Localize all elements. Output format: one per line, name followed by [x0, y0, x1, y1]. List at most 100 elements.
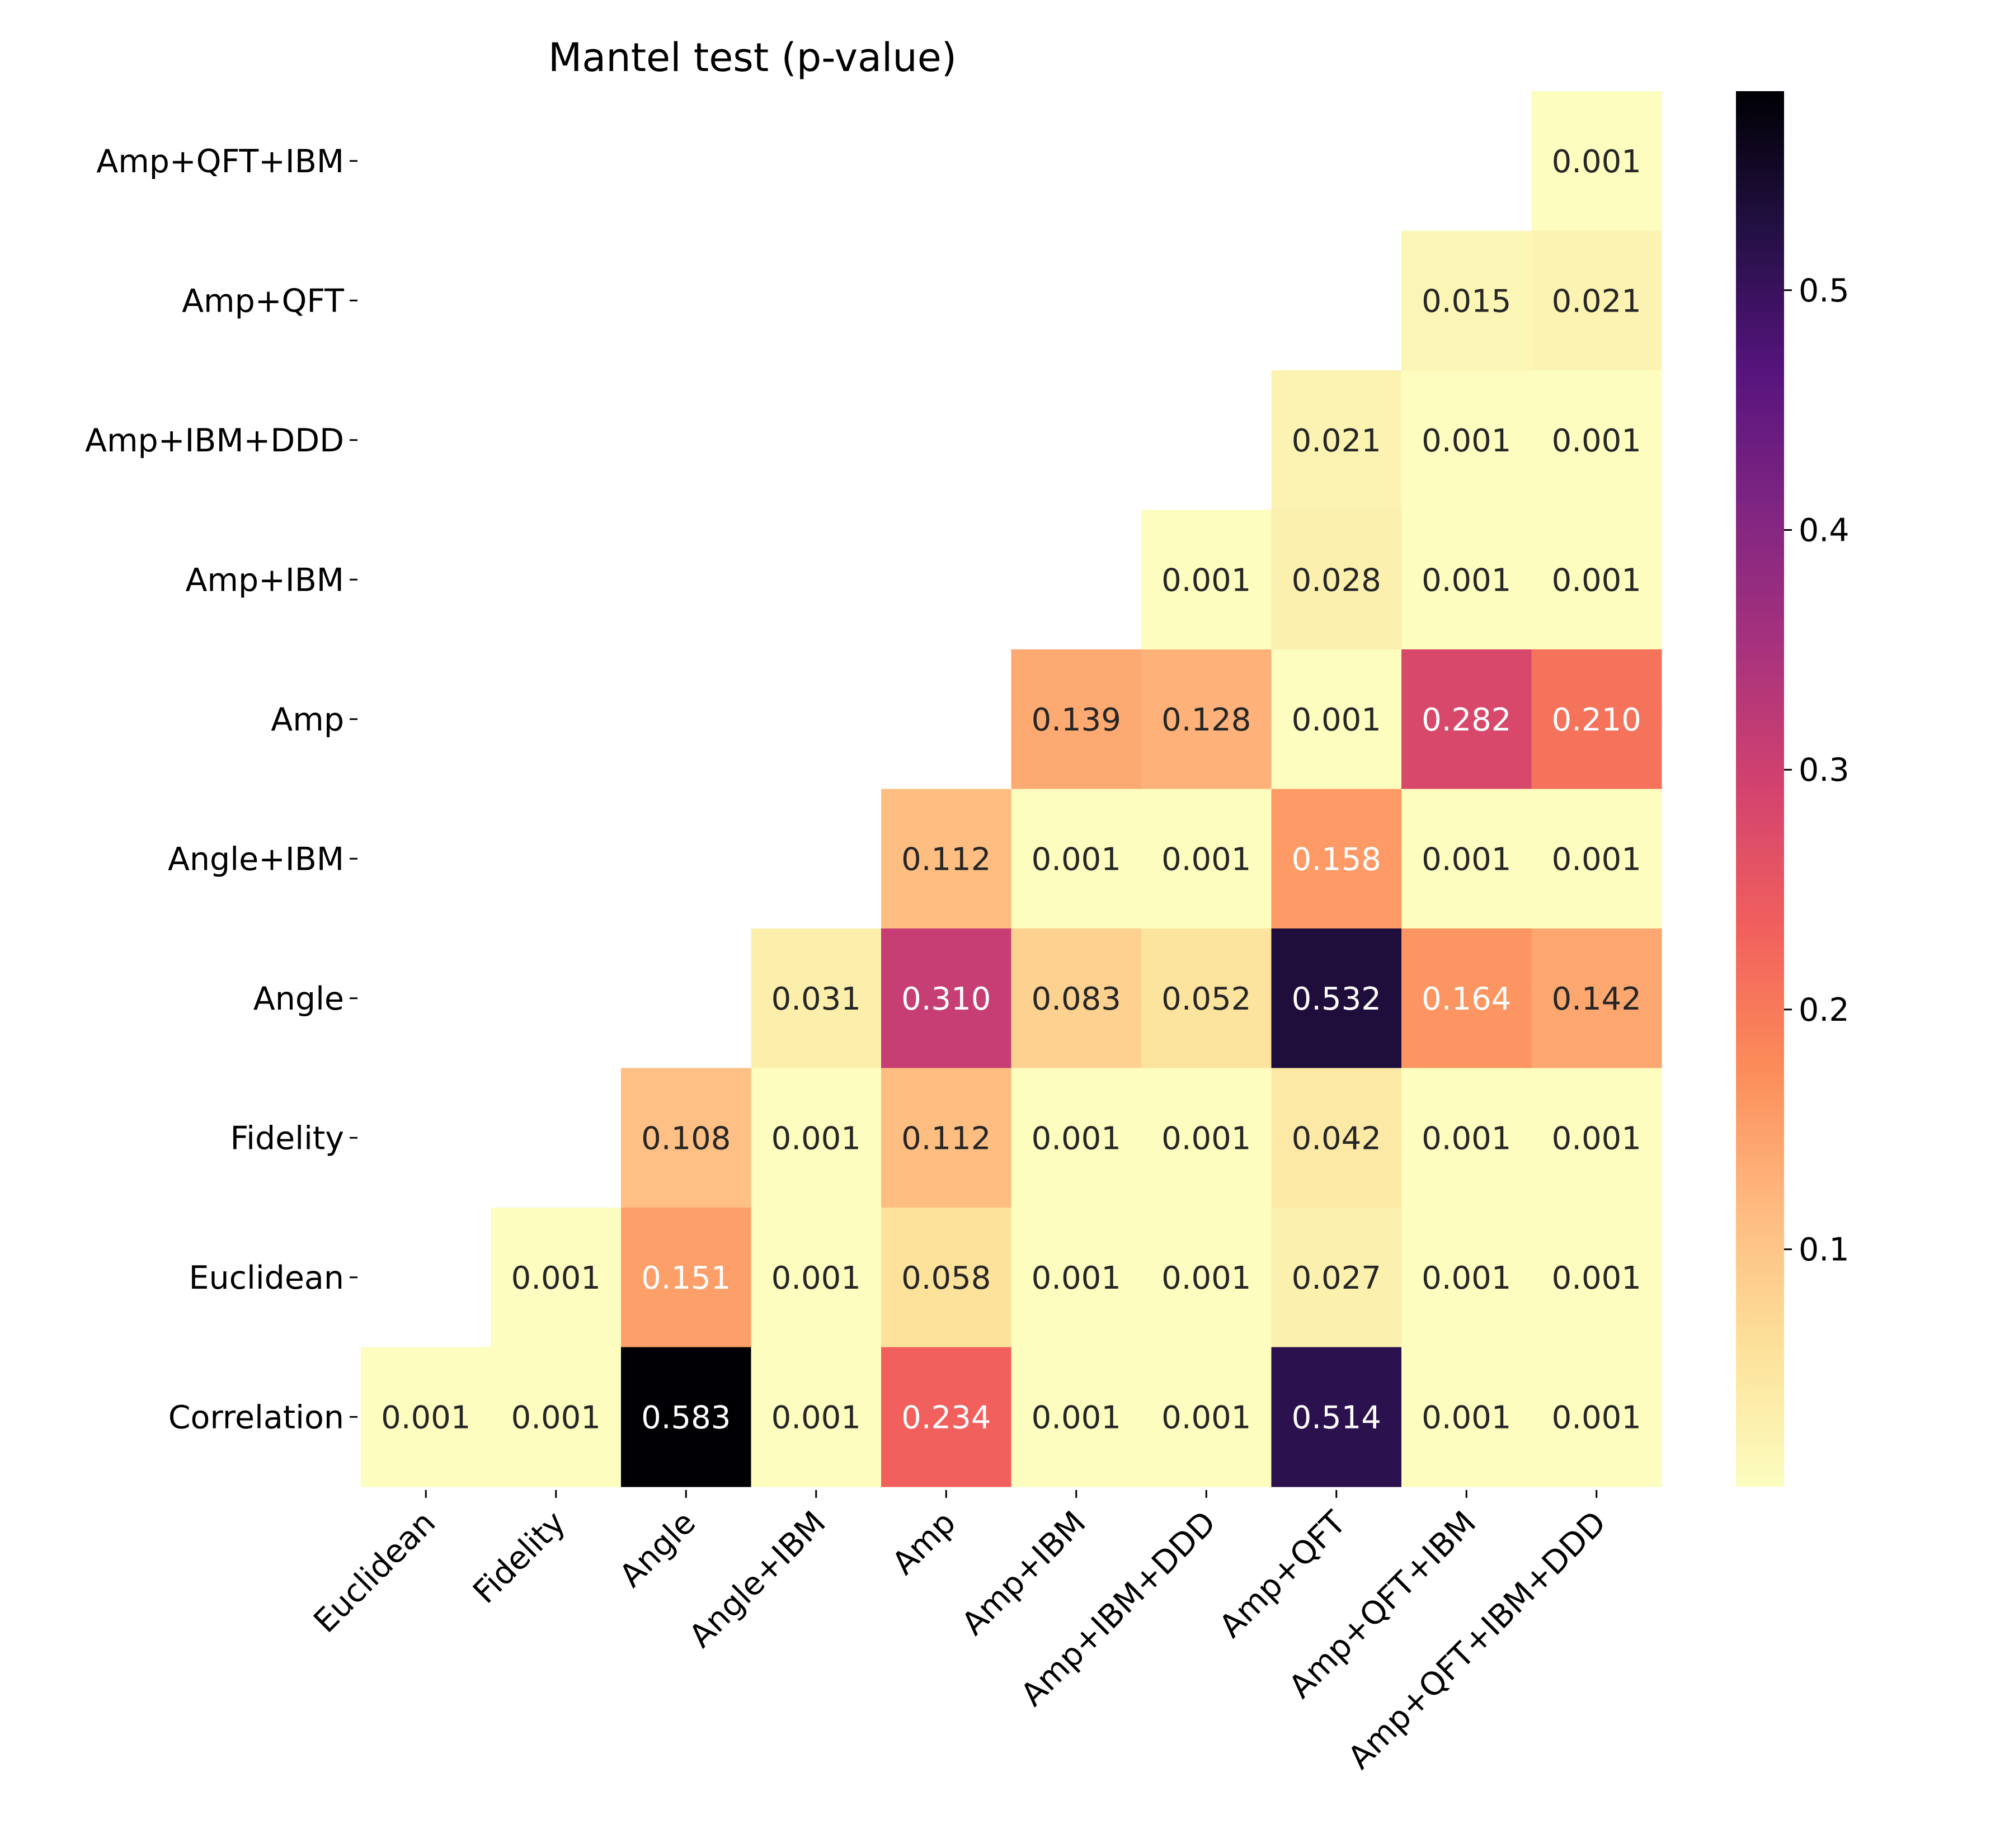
y-tick-label-amp-plus-qft-plus-ibm: Amp+QFT+IBM	[96, 143, 344, 180]
cell-value-label: 0.514	[1292, 1399, 1381, 1436]
heatmap-cell	[1011, 1347, 1142, 1487]
heatmap-cell	[1531, 649, 1662, 790]
cell-value-label: 0.001	[1552, 423, 1641, 459]
cell-value-label: 0.028	[1292, 562, 1381, 598]
y-tick-label-amp-plus-ibm: Amp+IBM	[185, 562, 344, 598]
heatmap-cell	[361, 1347, 492, 1487]
cell-value-label: 0.001	[1552, 144, 1641, 180]
heatmap-cell	[1141, 1068, 1272, 1208]
cell-value-label: 0.001	[1552, 562, 1641, 598]
heatmap-cell	[621, 1068, 752, 1208]
cell-value-label: 0.164	[1422, 981, 1511, 1017]
cell-value-label: 0.001	[1422, 1260, 1511, 1297]
heatmap-cell	[881, 789, 1012, 929]
cell-value-label: 0.001	[771, 1260, 861, 1297]
cell-value-label: 0.282	[1422, 702, 1511, 738]
colorbar-tick-label: 0.3	[1799, 752, 1850, 789]
heatmap-cell	[1401, 1068, 1532, 1208]
heatmap-cell	[1531, 510, 1662, 650]
cell-value-label: 0.001	[1032, 841, 1121, 878]
heatmap-cell	[491, 1347, 622, 1487]
cell-value-label: 0.210	[1552, 702, 1641, 738]
x-tick-label-fidelity: Fidelity	[466, 1504, 573, 1611]
cell-value-label: 0.001	[1292, 702, 1381, 738]
x-tick-label-amp-plus-qft-plus-ibm-plus-ddd: Amp+QFT+IBM+DDD	[1341, 1504, 1613, 1776]
y-tick-label-amp-plus-ibm-plus-ddd: Amp+IBM+DDD	[85, 422, 344, 459]
heatmap-cell	[1401, 510, 1532, 650]
cell-value-label: 0.001	[1422, 423, 1511, 459]
y-tick-label-angle-plus-ibm: Angle+IBM	[168, 841, 344, 878]
cell-value-label: 0.001	[771, 1399, 861, 1436]
cell-value-label: 0.001	[1032, 1260, 1121, 1297]
heatmap-cell	[881, 1068, 1012, 1208]
cell-value-label: 0.001	[1032, 1399, 1121, 1436]
colorbar-tick-label: 0.1	[1799, 1232, 1850, 1269]
heatmap-cell	[1271, 789, 1402, 929]
colorbar-tick-label: 0.2	[1799, 992, 1850, 1029]
cell-value-label: 0.234	[901, 1399, 991, 1436]
heatmap-cell	[491, 1208, 622, 1348]
cell-value-label: 0.001	[381, 1399, 470, 1436]
cell-value-label: 0.001	[1422, 1120, 1511, 1157]
cell-value-label: 0.001	[1161, 1399, 1251, 1436]
cell-value-label: 0.001	[771, 1120, 861, 1157]
heatmap-cell	[1271, 510, 1402, 650]
cell-value-label: 0.158	[1292, 841, 1381, 878]
heatmap-cell	[1271, 370, 1402, 511]
colorbar-tick-label: 0.5	[1799, 272, 1850, 309]
x-tick-label-amp-plus-ibm: Amp+IBM	[954, 1504, 1093, 1642]
heatmap-cell	[1531, 1068, 1662, 1208]
heatmap-cell	[1271, 1068, 1402, 1208]
heatmap-cell	[1011, 1208, 1142, 1348]
cell-value-label: 0.001	[1161, 562, 1251, 598]
y-tick-label-correlation: Correlation	[168, 1399, 344, 1436]
cell-value-label: 0.001	[1552, 841, 1641, 878]
cell-value-label: 0.021	[1292, 423, 1381, 459]
cell-value-label: 0.021	[1552, 283, 1641, 319]
heatmap-cell	[1271, 1347, 1402, 1487]
heatmap-cell	[881, 1347, 1012, 1487]
y-tick-label-amp: Amp	[271, 701, 344, 738]
heatmap-cell	[1401, 230, 1532, 371]
cell-value-label: 0.027	[1292, 1260, 1381, 1297]
heatmap-cell	[1141, 1208, 1272, 1348]
colorbar: 0.1 0.2 0.3 0.4 0.5	[1736, 91, 1850, 1487]
y-tick-label-angle: Angle	[253, 980, 344, 1017]
cell-value-label: 0.142	[1552, 981, 1641, 1017]
heatmap-cell	[1531, 370, 1662, 511]
x-tick-label-euclidean: Euclidean	[307, 1504, 443, 1640]
y-tick-label-euclidean: Euclidean	[189, 1260, 344, 1297]
cell-value-label: 0.112	[901, 841, 991, 878]
heatmap-cell	[751, 1347, 882, 1487]
cell-value-label: 0.001	[1552, 1260, 1641, 1297]
cell-value-label: 0.083	[1032, 981, 1121, 1017]
heatmap-cell	[621, 1347, 752, 1487]
cell-value-label: 0.001	[511, 1399, 601, 1436]
heatmap-cell	[1531, 1347, 1662, 1487]
cell-value-label: 0.532	[1292, 981, 1381, 1017]
heatmap-cell	[1011, 928, 1142, 1069]
chart-title: Mantel test (p-value)	[548, 35, 957, 81]
heatmap-cell	[1141, 789, 1272, 929]
x-tick-label-angle-plus-ibm: Angle+IBM	[682, 1504, 832, 1654]
heatmap-cell	[1531, 789, 1662, 929]
heatmap-cell	[1531, 928, 1662, 1069]
cell-value-label: 0.052	[1161, 981, 1251, 1017]
cell-value-label: 0.015	[1422, 283, 1511, 319]
colorbar-gradient	[1736, 91, 1784, 1487]
heatmap-cell	[751, 1208, 882, 1348]
heatmap-cell	[1401, 1347, 1532, 1487]
x-tick-label-amp: Amp	[885, 1504, 963, 1582]
cell-value-label: 0.583	[641, 1399, 731, 1436]
heatmap-cell	[1141, 928, 1272, 1069]
y-tick-label-amp-plus-qft: Amp+QFT	[182, 282, 344, 319]
cell-value-label: 0.001	[1422, 562, 1511, 598]
cell-value-label: 0.001	[511, 1260, 601, 1297]
y-tick-label-fidelity: Fidelity	[230, 1120, 344, 1157]
x-tick-label-angle: Angle	[613, 1504, 703, 1594]
heatmap-cell	[1011, 789, 1142, 929]
heatmap-cell	[1531, 1208, 1662, 1348]
heatmap-cell	[1401, 928, 1532, 1069]
